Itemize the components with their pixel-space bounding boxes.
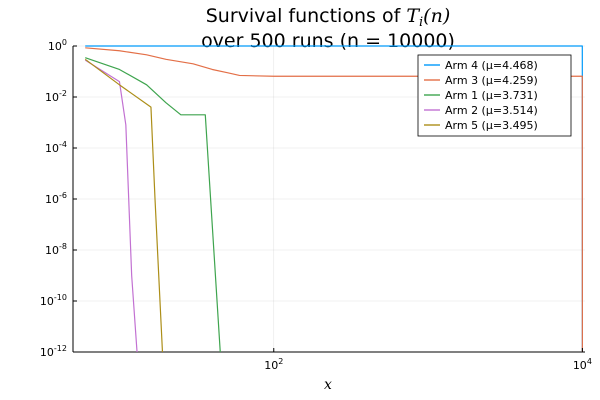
legend-label: Arm 3 (μ=4.259)	[445, 74, 538, 87]
series-line-1	[85, 45, 583, 353]
x-ticks: 102 104	[264, 348, 592, 372]
y-tick-exponent: -2	[59, 89, 67, 98]
x-tick-exponent: 4	[587, 357, 592, 366]
x-tick-base: 10	[573, 359, 587, 372]
y-tick-exponent: -6	[59, 191, 67, 200]
y-tick-base: 10	[40, 295, 54, 308]
x-tick-label: 104	[573, 357, 592, 372]
y-tick-base: 10	[45, 91, 59, 104]
legend-box	[417, 54, 572, 137]
series-line-4	[84, 59, 138, 353]
y-tick-base: 10	[45, 244, 59, 257]
y-tick-exponent: -10	[54, 293, 67, 302]
y-tick-label: 10-12	[40, 344, 67, 359]
x-axis-label: x	[324, 377, 332, 393]
y-tick-base: 10	[40, 346, 54, 359]
y-tick-base: 10	[48, 40, 62, 53]
legend: Arm 4 (μ=4.468) Arm 3 (μ=4.259) Arm 1 (μ=3…	[417, 54, 572, 137]
series-line-3	[85, 57, 221, 353]
y-tick-exponent: 0	[62, 38, 67, 47]
legend-label: Arm 4 (μ=4.468)	[445, 59, 538, 72]
legend-label: Arm 5 (μ=3.495)	[445, 119, 538, 132]
x-tick-exponent: 2	[278, 357, 283, 366]
y-tick-label: 10-6	[45, 191, 67, 206]
series-line-5	[84, 58, 164, 353]
y-tick-base: 10	[45, 142, 59, 155]
chart-title: Survival functions of Ti(n) over 500 run…	[201, 5, 455, 52]
x-tick-base: 10	[264, 359, 278, 372]
y-tick-label: 10-8	[45, 242, 67, 257]
chart-title-line1: Survival functions of Ti(n)	[206, 5, 450, 30]
legend-label: Arm 2 (μ=3.514)	[445, 104, 538, 117]
y-tick-label: 100	[48, 38, 67, 53]
y-tick-exponent: -12	[54, 344, 67, 353]
x-tick-label: 102	[264, 357, 283, 372]
y-tick-exponent: -4	[59, 140, 67, 149]
chart-title-line2: over 500 runs (n = 10000)	[201, 30, 455, 52]
y-tick-label: 10-10	[40, 293, 67, 308]
y-tick-label: 10-2	[45, 89, 67, 104]
y-tick-base: 10	[45, 193, 59, 206]
legend-label: Arm 1 (μ=3.731)	[445, 89, 538, 102]
y-tick-exponent: -8	[59, 242, 67, 251]
y-tick-label: 10-4	[45, 140, 67, 155]
